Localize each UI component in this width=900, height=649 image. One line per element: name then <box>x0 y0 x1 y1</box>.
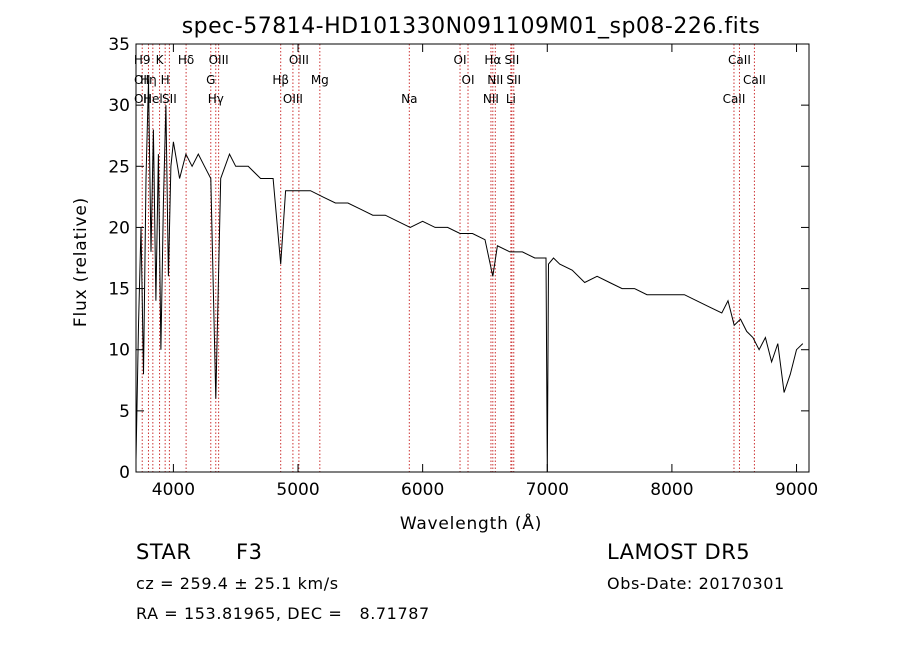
spectral-line-label: K <box>156 53 165 67</box>
coordinates: RA = 153.81965, DEC = 8.71787 <box>136 604 430 623</box>
x-tick-label: 5000 <box>276 480 319 500</box>
redshift-velocity: cz = 259.4 ± 25.1 km/s <box>136 574 339 593</box>
y-tick-label: 20 <box>108 218 130 238</box>
spectral-line-label: H9 <box>134 53 151 67</box>
y-axis-label: Flux (relative) <box>71 197 91 327</box>
plot-frame <box>135 43 810 473</box>
spectral-line-label: OII <box>134 92 151 106</box>
x-tick-label: 8000 <box>650 480 693 500</box>
x-tick-label: 4000 <box>152 480 195 500</box>
survey-name: LAMOST DR5 <box>607 540 751 564</box>
spectral-line-label: OII <box>134 73 151 87</box>
chart-title: spec-57814-HD101330N091109M01_sp08-226.f… <box>182 14 761 39</box>
spectral-line-label: SII <box>162 92 177 106</box>
x-axis-label: Wavelength (Å) <box>400 512 542 534</box>
spectral-line-label: OI <box>462 73 475 87</box>
spectral-line-label: Mg <box>311 73 329 87</box>
y-tick-label: 25 <box>108 157 130 177</box>
spectral-line-label: OIII <box>283 92 303 106</box>
y-tick-label: 15 <box>108 280 130 300</box>
y-tick-label: 10 <box>108 341 130 361</box>
spectral-line-label: Hel <box>143 92 163 106</box>
spectral-line-label: Li <box>506 92 516 106</box>
spectral-line-label: G <box>206 73 215 87</box>
spectral-line-label: CaII <box>743 73 766 87</box>
y-axis-ticks: 0 5 10 15 20 25 30 35 <box>108 35 809 483</box>
spectral-line-label: Hδ <box>178 53 194 67</box>
spectral-line-markers <box>141 44 755 472</box>
spectral-line-label: Hα <box>484 53 501 67</box>
spectral-line-label: Hβ <box>272 73 289 87</box>
spectral-line-label: NII <box>487 73 503 87</box>
spectral-line-labels: H9OIIOIIHηHelKHSIIHδGHγOIIIHβOIIIOIIIMgN… <box>134 53 766 106</box>
spectrum-line <box>135 80 804 473</box>
spectral-line-label: CaII <box>723 92 746 106</box>
spectral-line-label: Hη <box>140 73 157 87</box>
x-tick-label: 9000 <box>775 480 818 500</box>
y-tick-label: 30 <box>108 96 130 116</box>
spectral-line-label: Hγ <box>208 92 224 106</box>
spectral-line-label: NII <box>483 92 499 106</box>
y-tick-label: 5 <box>119 402 130 422</box>
x-tick-label: 6000 <box>401 480 444 500</box>
spectral-line-label: H <box>161 73 170 87</box>
y-tick-label: 35 <box>108 35 130 55</box>
spectral-line-label: OIII <box>209 53 229 67</box>
spectral-line-label: SII <box>505 53 520 67</box>
spectral-line-label: OI <box>454 53 467 67</box>
x-tick-label: 7000 <box>526 480 569 500</box>
spectral-line-label: Na <box>401 92 417 106</box>
spectral-line-label: OIII <box>289 53 309 67</box>
x-axis-ticks: 4000 5000 6000 7000 8000 9000 <box>152 44 818 500</box>
object-subclass: F3 <box>236 540 263 564</box>
spectral-line-label: SII <box>506 73 521 87</box>
spectral-line-label: CaII <box>728 53 751 67</box>
y-tick-label: 0 <box>119 463 130 483</box>
object-class: STAR <box>136 540 192 564</box>
observation-date: Obs-Date: 20170301 <box>607 574 785 593</box>
